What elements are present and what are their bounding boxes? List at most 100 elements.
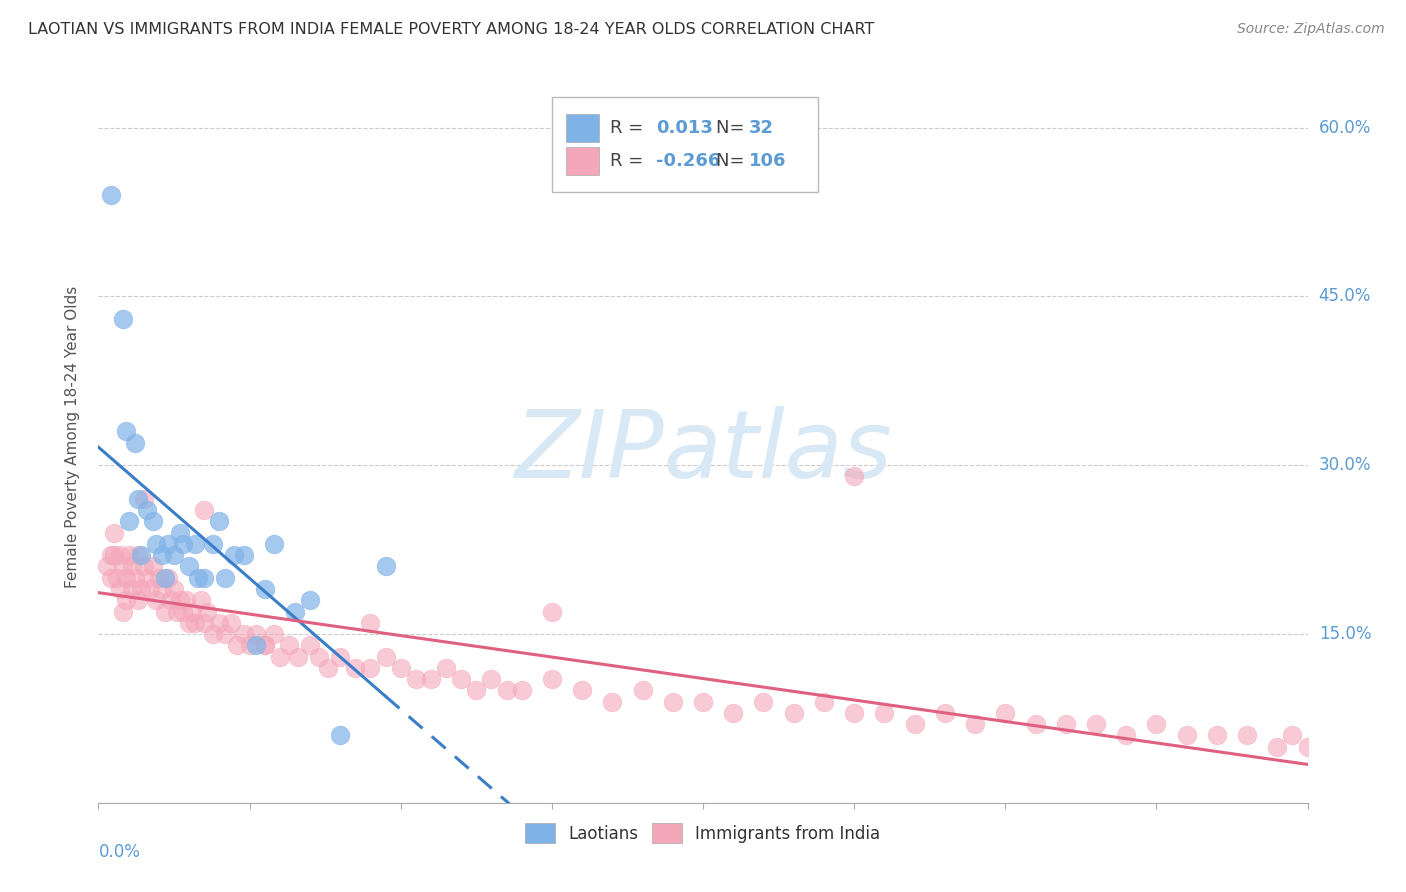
Point <box>904 717 927 731</box>
Point <box>129 548 152 562</box>
Point <box>114 425 136 439</box>
Point <box>163 582 186 596</box>
Point <box>226 638 249 652</box>
Text: 45.0%: 45.0% <box>1319 287 1371 305</box>
Point <box>139 582 162 596</box>
Point <box>156 571 179 585</box>
Text: 106: 106 <box>749 153 786 170</box>
Point <box>145 593 167 607</box>
Point <box>344 661 367 675</box>
Point <box>844 706 866 720</box>
Text: N=: N= <box>716 153 751 170</box>
Point <box>208 615 231 630</box>
Point <box>661 694 683 708</box>
Bar <box>567 147 599 175</box>
Point <box>752 694 775 708</box>
Text: 32: 32 <box>749 119 773 136</box>
Text: 30.0%: 30.0% <box>1319 456 1371 475</box>
Point <box>169 593 191 607</box>
Point <box>631 683 654 698</box>
Point <box>263 537 285 551</box>
Point <box>150 582 173 596</box>
Point <box>145 537 167 551</box>
Point <box>239 638 262 652</box>
Point <box>844 469 866 483</box>
Point <box>111 605 134 619</box>
Point <box>193 615 215 630</box>
Point <box>127 593 149 607</box>
Point <box>121 559 143 574</box>
Point <box>1296 739 1319 754</box>
Point <box>135 571 157 585</box>
Point <box>434 661 457 675</box>
Point <box>108 582 131 596</box>
Point <box>232 548 254 562</box>
Point <box>163 548 186 562</box>
Point <box>193 571 215 585</box>
Point <box>195 605 218 619</box>
Point <box>1024 717 1046 731</box>
Point <box>221 615 243 630</box>
Point <box>135 503 157 517</box>
Point <box>129 582 152 596</box>
Point <box>389 661 412 675</box>
FancyBboxPatch shape <box>551 97 818 192</box>
Point <box>153 571 176 585</box>
Point <box>1281 728 1303 742</box>
Point <box>571 683 593 698</box>
Y-axis label: Female Poverty Among 18-24 Year Olds: Female Poverty Among 18-24 Year Olds <box>65 286 80 588</box>
Point <box>360 661 382 675</box>
Point <box>202 627 225 641</box>
Point <box>360 615 382 630</box>
Point <box>284 605 307 619</box>
Point <box>187 571 209 585</box>
Point <box>184 537 207 551</box>
Point <box>253 638 276 652</box>
Point <box>127 491 149 506</box>
Point <box>692 694 714 708</box>
Text: N=: N= <box>716 119 751 136</box>
Point <box>245 638 267 652</box>
Point <box>181 605 204 619</box>
Point <box>813 694 835 708</box>
Point <box>299 638 322 652</box>
Point <box>277 638 299 652</box>
Point <box>184 615 207 630</box>
Point <box>172 605 194 619</box>
Point <box>263 627 285 641</box>
Point <box>111 312 134 326</box>
Point <box>132 559 155 574</box>
Point <box>465 683 488 698</box>
Point <box>316 661 339 675</box>
Point <box>169 525 191 540</box>
Text: -0.266: -0.266 <box>655 153 720 170</box>
Point <box>103 548 125 562</box>
Point <box>150 548 173 562</box>
Point <box>160 593 183 607</box>
Point <box>783 706 806 720</box>
Point <box>121 582 143 596</box>
Point <box>214 571 236 585</box>
Point <box>232 627 254 641</box>
Point <box>214 627 236 641</box>
Point <box>174 593 197 607</box>
Point <box>245 627 267 641</box>
Point <box>179 559 201 574</box>
Point <box>481 672 503 686</box>
Point <box>142 515 165 529</box>
Point <box>1085 717 1108 731</box>
Point <box>142 559 165 574</box>
Point <box>118 548 141 562</box>
Point <box>934 706 956 720</box>
Point <box>1175 728 1198 742</box>
Point <box>208 515 231 529</box>
Point <box>1144 717 1167 731</box>
Point <box>100 548 122 562</box>
Point <box>287 649 309 664</box>
Point <box>153 605 176 619</box>
Text: 60.0%: 60.0% <box>1319 119 1371 136</box>
Point <box>100 571 122 585</box>
Point <box>148 571 170 585</box>
Point <box>329 649 352 664</box>
Point <box>1267 739 1289 754</box>
